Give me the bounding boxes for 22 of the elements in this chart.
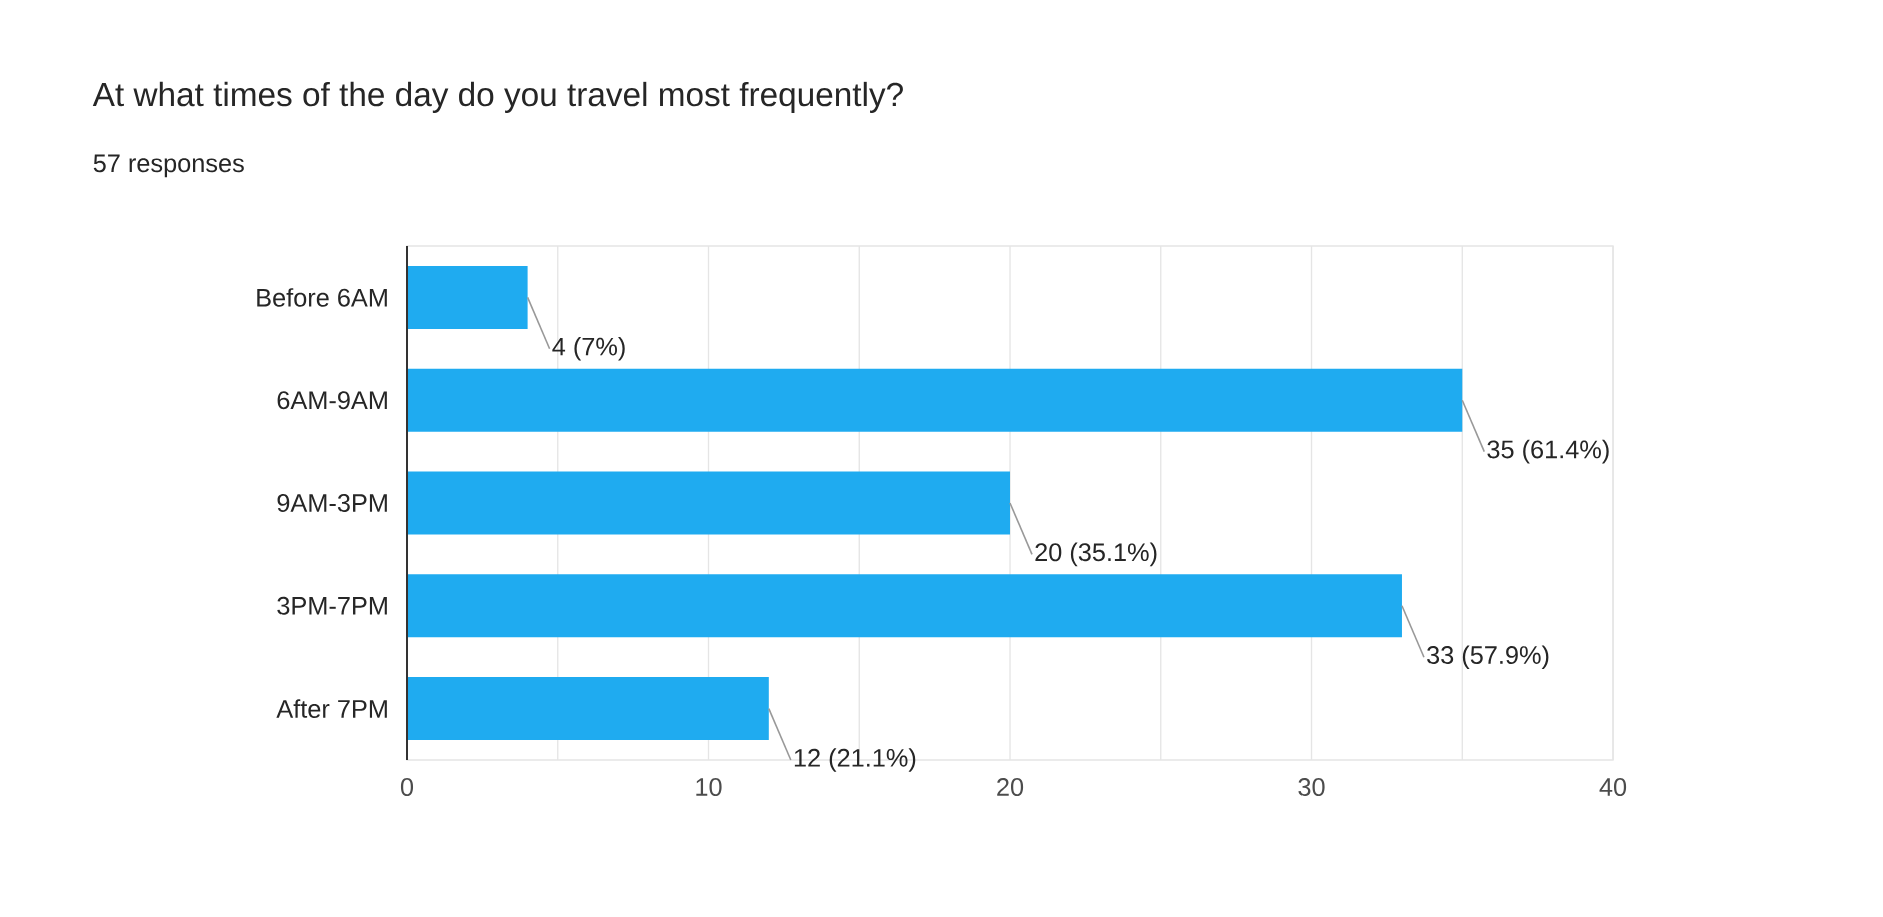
- y-tick-label: After 7PM: [276, 699, 387, 718]
- x-tick-label: 10: [696, 778, 722, 796]
- bar: [407, 574, 1402, 638]
- x-tick-label: 0: [400, 778, 414, 796]
- y-tick-label: 6AM-9AM: [277, 391, 387, 410]
- y-tick-label: 9AM-3PM: [277, 494, 387, 512]
- bar: [407, 471, 1011, 535]
- x-tick-label: 20: [997, 778, 1024, 796]
- data-label: 33 (57.9%): [1427, 645, 1549, 670]
- data-label: 20 (35.1%): [1035, 542, 1157, 567]
- bar: [407, 265, 528, 329]
- y-tick-label: Before 6AM: [257, 288, 387, 307]
- bar: [407, 677, 769, 741]
- data-label: 35 (61.4%): [1487, 439, 1609, 464]
- bar: [407, 368, 1463, 432]
- data-label: 12 (21.1%): [794, 748, 916, 772]
- data-label: 4 (7%): [552, 337, 625, 361]
- x-tick-label: 30: [1298, 778, 1325, 796]
- x-tick-label: 40: [1599, 778, 1627, 796]
- chart-title: At what times of the day do you travel most frequently?: [92, 81, 903, 113]
- y-tick-label: 3PM-7PM: [277, 596, 387, 615]
- text: 57 responses: [93, 154, 244, 178]
